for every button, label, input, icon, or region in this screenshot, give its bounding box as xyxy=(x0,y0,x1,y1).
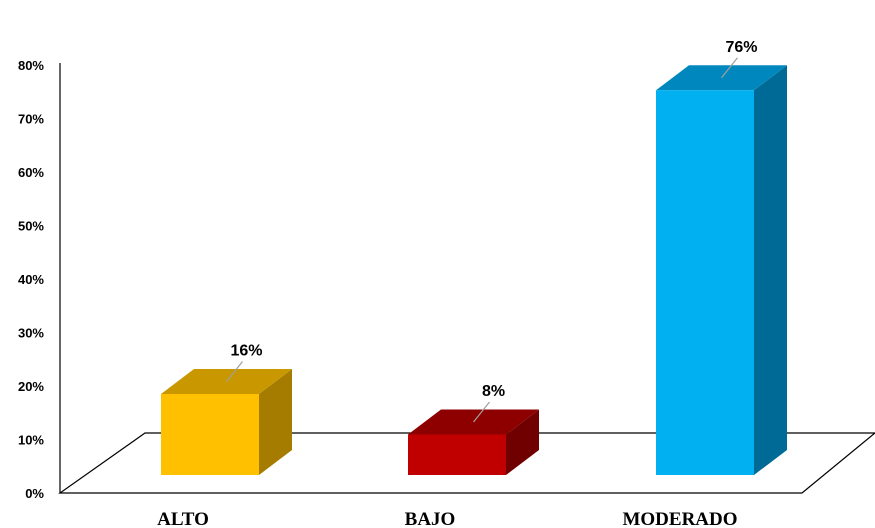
x-category-label: MODERADO xyxy=(622,509,737,528)
bar-side xyxy=(259,369,292,475)
floor-plane xyxy=(58,432,875,494)
bar-front xyxy=(408,434,506,475)
bar-alto: 16% xyxy=(161,343,292,475)
y-tick-label: 30% xyxy=(18,326,44,341)
data-label: 8% xyxy=(482,383,505,400)
y-tick-label: 80% xyxy=(18,58,44,73)
y-tick-label: 60% xyxy=(18,165,44,180)
x-category-label: BAJO xyxy=(405,509,456,528)
y-tick-label: 70% xyxy=(18,112,44,127)
y-tick-label: 50% xyxy=(18,219,44,234)
y-axis: 0% 10% 20% 30% 40% 50% 60% 70% 80% xyxy=(18,58,44,501)
y-tick-label: 10% xyxy=(18,433,44,448)
chart-floor xyxy=(58,63,875,494)
bar-front xyxy=(656,90,754,475)
data-label-leader xyxy=(473,401,490,423)
y-tick-label: 0% xyxy=(25,486,44,501)
bar-side xyxy=(506,409,539,475)
bar-bajo: 8% xyxy=(408,383,539,475)
bar-side xyxy=(754,65,787,475)
x-category-label: ALTO xyxy=(157,509,209,528)
y-tick-label: 20% xyxy=(18,379,44,394)
data-label: 76% xyxy=(725,39,757,56)
x-axis: ALTO BAJO MODERADO xyxy=(157,509,737,528)
bar-front xyxy=(161,394,259,475)
bar-moderado: 76% xyxy=(656,39,787,475)
bars: 16% 8% 76% xyxy=(161,39,787,475)
y-tick-label: 40% xyxy=(18,272,44,287)
data-label-leader xyxy=(226,361,243,382)
data-label-leader xyxy=(721,57,738,79)
data-label: 16% xyxy=(230,343,262,360)
